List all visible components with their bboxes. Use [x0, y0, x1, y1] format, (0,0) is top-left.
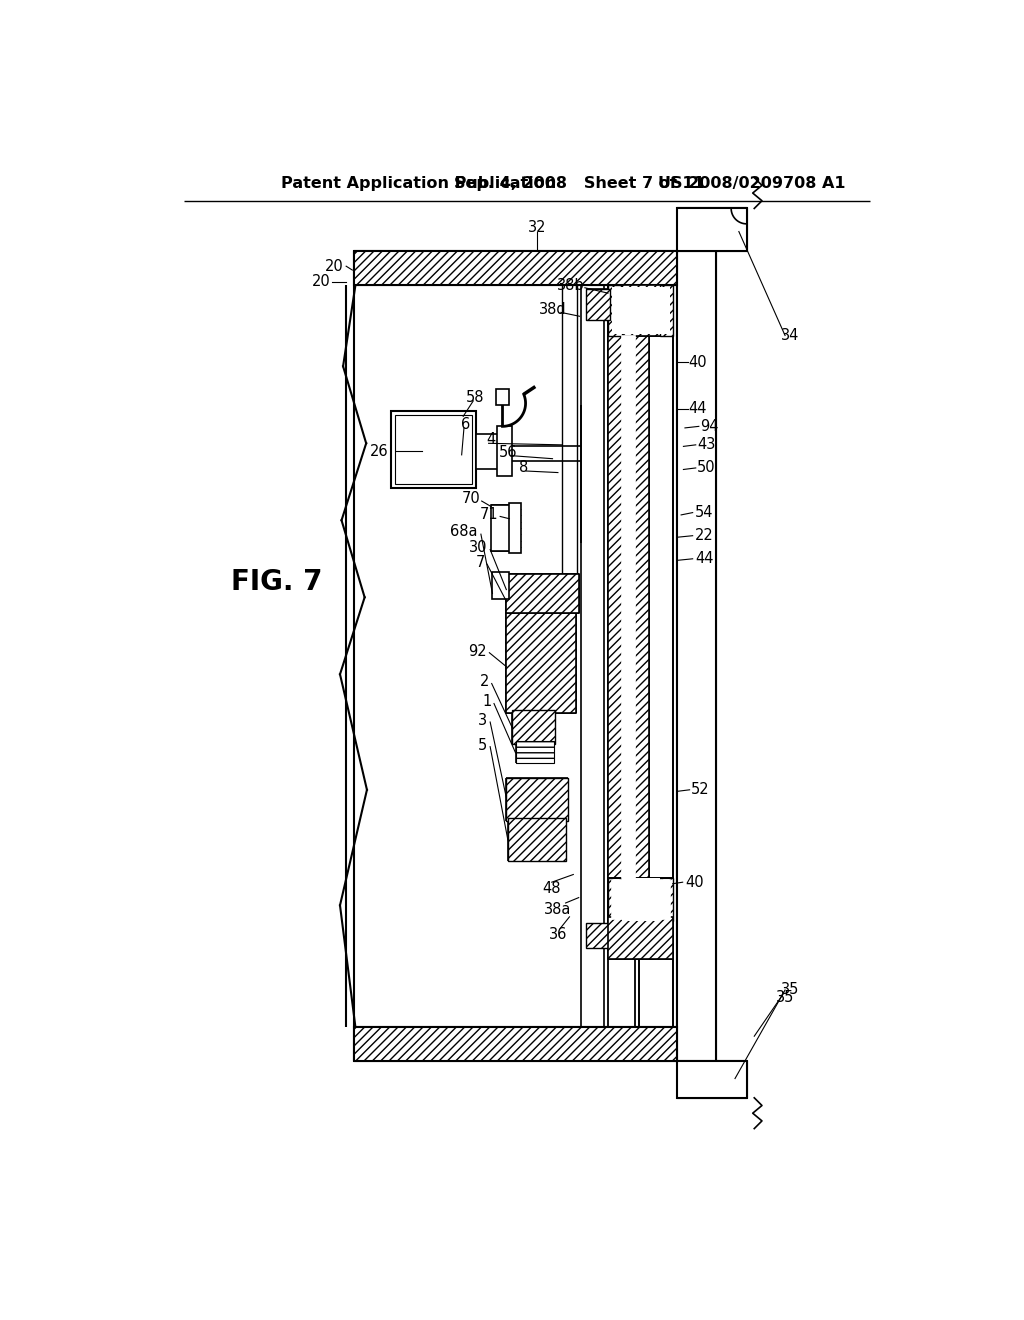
Text: 92: 92	[468, 644, 487, 659]
Bar	[506, 612, 575, 713]
Bar	[354, 1027, 677, 1061]
Text: 70: 70	[462, 491, 480, 507]
Bar	[622, 335, 635, 878]
Text: 58: 58	[466, 389, 484, 405]
Text: 54: 54	[695, 506, 714, 520]
Bar	[515, 742, 554, 763]
Text: 5: 5	[478, 738, 487, 752]
Text: 38a: 38a	[544, 902, 571, 916]
Bar	[611, 286, 670, 334]
Bar	[512, 710, 555, 743]
Bar	[622, 878, 659, 921]
Text: 44: 44	[689, 401, 708, 416]
Text: 50: 50	[697, 461, 716, 475]
Text: 8: 8	[518, 461, 528, 475]
Bar	[608, 878, 674, 921]
Bar	[677, 1061, 746, 1098]
Text: 36: 36	[549, 927, 567, 942]
Text: 34: 34	[781, 327, 800, 343]
Bar	[509, 503, 521, 553]
Bar	[611, 880, 670, 919]
Bar	[608, 285, 674, 335]
Text: 2: 2	[480, 675, 489, 689]
Text: 4: 4	[486, 432, 496, 447]
Text: 44: 44	[695, 552, 714, 566]
Text: 20: 20	[326, 259, 344, 273]
Bar	[354, 251, 677, 285]
Text: 38d: 38d	[539, 302, 566, 317]
Text: Sep. 4, 2008   Sheet 7 of 11: Sep. 4, 2008 Sheet 7 of 11	[454, 177, 705, 191]
Text: 35: 35	[776, 990, 795, 1006]
Bar	[497, 389, 509, 405]
Bar	[475, 434, 499, 469]
Text: 6: 6	[461, 417, 470, 432]
Bar	[608, 917, 674, 960]
Bar	[394, 414, 472, 484]
Bar	[659, 285, 674, 335]
Bar	[508, 818, 565, 861]
Bar	[659, 878, 674, 921]
Bar	[506, 574, 580, 612]
Text: 22: 22	[695, 528, 714, 544]
Text: 7: 7	[475, 556, 484, 570]
Bar	[506, 779, 568, 821]
Text: 35: 35	[781, 982, 800, 998]
Bar	[677, 209, 746, 251]
Text: US 2008/0209708 A1: US 2008/0209708 A1	[658, 177, 846, 191]
Text: 40: 40	[689, 355, 708, 370]
Bar	[391, 411, 475, 488]
Text: 20: 20	[312, 275, 331, 289]
Text: 1: 1	[482, 694, 492, 709]
Text: 48: 48	[543, 880, 561, 896]
Text: 71: 71	[480, 507, 499, 521]
Text: 26: 26	[370, 444, 388, 458]
Bar	[493, 572, 509, 599]
Bar	[608, 878, 622, 921]
Bar	[608, 285, 622, 335]
Bar	[677, 251, 716, 1061]
Text: 38b: 38b	[557, 279, 585, 293]
Text: 43: 43	[697, 437, 716, 453]
Text: Patent Application Publication: Patent Application Publication	[281, 177, 556, 191]
Bar	[608, 335, 649, 878]
Text: 32: 32	[527, 220, 547, 235]
Bar	[490, 506, 510, 552]
Bar	[497, 426, 512, 477]
Text: 3: 3	[478, 713, 487, 729]
Bar	[587, 289, 609, 321]
Text: 52: 52	[691, 783, 710, 797]
Text: FIG. 7: FIG. 7	[231, 568, 323, 595]
Bar	[587, 923, 609, 948]
Text: 94: 94	[700, 418, 719, 434]
Text: 56: 56	[499, 445, 517, 461]
Text: 30: 30	[469, 540, 487, 554]
Text: 68a: 68a	[450, 524, 477, 540]
Text: 40: 40	[685, 875, 703, 890]
